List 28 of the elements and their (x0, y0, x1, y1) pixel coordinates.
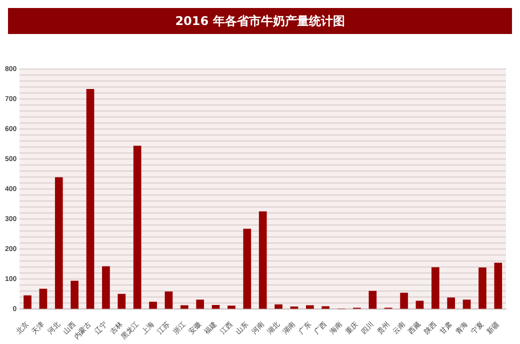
bar (54, 177, 63, 309)
bar (447, 298, 456, 309)
bar (322, 306, 330, 309)
bar (164, 292, 173, 309)
bar (196, 300, 204, 309)
bar (462, 300, 471, 309)
bar (39, 288, 48, 309)
bar (228, 306, 236, 309)
chart-title: 2016 年各省市牛奶产量统计图 (8, 8, 512, 34)
bar (258, 211, 267, 309)
bar (400, 292, 408, 309)
bar (431, 267, 440, 309)
bar (70, 280, 79, 309)
bar (133, 146, 142, 309)
bar (368, 290, 377, 309)
bar (416, 300, 424, 309)
bar (306, 305, 314, 309)
bar (180, 305, 188, 309)
bar (274, 304, 282, 309)
bar (149, 302, 157, 309)
bar (118, 294, 126, 309)
bar (24, 295, 32, 309)
bar (243, 228, 252, 309)
bar (478, 268, 486, 309)
bar (102, 266, 110, 309)
bar (86, 89, 94, 309)
bar (212, 305, 220, 309)
bar (494, 262, 502, 309)
